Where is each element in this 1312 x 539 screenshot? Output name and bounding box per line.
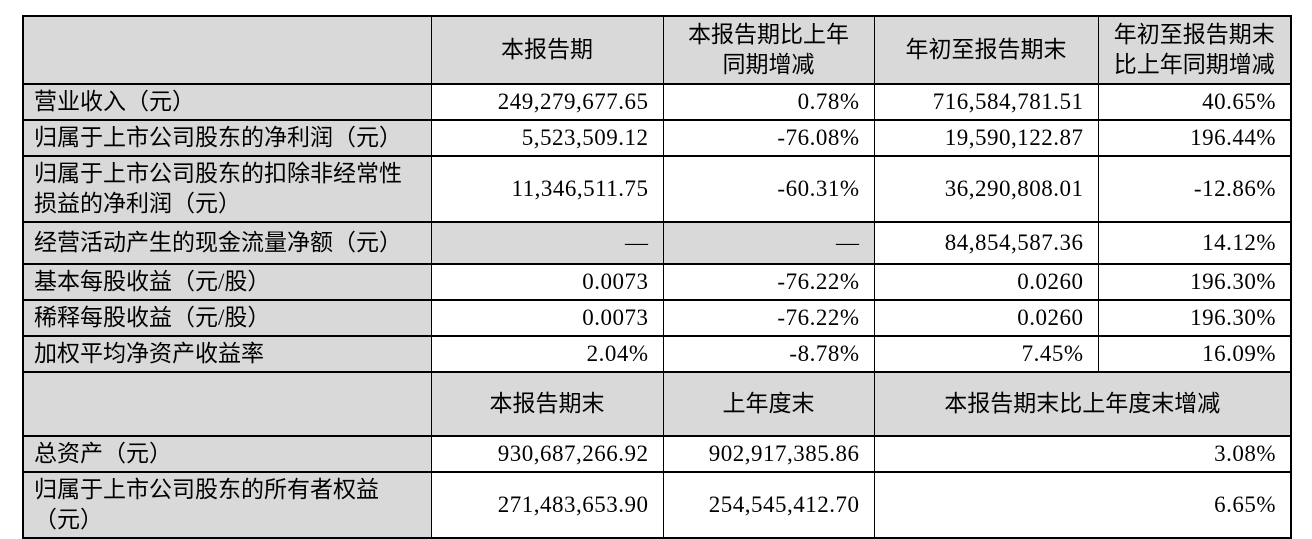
cell-current-yoy-dash: —: [662, 221, 875, 265]
row-diluted-eps: 稀释每股收益（元/股） 0.0073 -76.22% 0.0260 196.30…: [22, 299, 1292, 337]
cell-ytd-yoy: 16.09%: [1097, 335, 1292, 373]
cell-change: 6.65%: [873, 471, 1292, 539]
cell-current-period: 5,523,509.12: [430, 119, 664, 157]
cell-current-period-dash: —: [430, 221, 664, 265]
row-net-profit-excl-nonrecurring: 归属于上市公司股东的扣除非经常性损益的净利润（元） 11,346,511.75 …: [22, 155, 1292, 223]
header-prev-year-end: 上年度末: [662, 371, 875, 437]
cell-label: 加权平均净资产收益率: [22, 335, 432, 373]
cell-ytd: 19,590,122.87: [873, 119, 1099, 157]
row-net-profit-attributable: 归属于上市公司股东的净利润（元） 5,523,509.12 -76.08% 19…: [22, 119, 1292, 157]
header-ytd-yoy: 年初至报告期末 比上年同期增减: [1097, 15, 1292, 85]
cell-label: 营业收入（元）: [22, 83, 432, 121]
row-operating-cash-flow: 经营活动产生的现金流量净额（元） — — 84,854,587.36 14.12…: [22, 221, 1292, 265]
cell-label: 稀释每股收益（元/股）: [22, 299, 432, 337]
cell-ytd-yoy: 14.12%: [1097, 221, 1292, 265]
row-basic-eps: 基本每股收益（元/股） 0.0073 -76.22% 0.0260 196.30…: [22, 263, 1292, 301]
cell-current-yoy: -76.22%: [662, 299, 875, 337]
cell-label: 归属于上市公司股东的所有者权益（元）: [22, 471, 432, 539]
cell-current-yoy: -60.31%: [662, 155, 875, 223]
cell-prev-year-end: 254,545,412.70: [662, 471, 875, 539]
cell-ytd-yoy: 40.65%: [1097, 83, 1292, 121]
cell-label: 总资产（元）: [22, 435, 432, 473]
cell-period-end: 271,483,653.90: [430, 471, 664, 539]
cell-current-period: 11,346,511.75: [430, 155, 664, 223]
cell-ytd: 7.45%: [873, 335, 1099, 373]
cell-ytd-yoy: -12.86%: [1097, 155, 1292, 223]
cell-label: 归属于上市公司股东的扣除非经常性损益的净利润（元）: [22, 155, 432, 223]
header-ytd: 年初至报告期末: [873, 15, 1099, 85]
cell-ytd: 36,290,808.01: [873, 155, 1099, 223]
cell-ytd: 0.0260: [873, 299, 1099, 337]
row-weighted-avg-roe: 加权平均净资产收益率 2.04% -8.78% 7.45% 16.09%: [22, 335, 1292, 373]
cell-label: 归属于上市公司股东的净利润（元）: [22, 119, 432, 157]
header-period-end: 本报告期末: [430, 371, 664, 437]
cell-current-period: 249,279,677.65: [430, 83, 664, 121]
cell-change: 3.08%: [873, 435, 1292, 473]
cell-label: 经营活动产生的现金流量净额（元）: [22, 221, 432, 265]
cell-ytd: 716,584,781.51: [873, 83, 1099, 121]
cell-ytd-yoy: 196.30%: [1097, 263, 1292, 301]
cell-period-end: 930,687,266.92: [430, 435, 664, 473]
quarterly-financials-table: 本报告期 本报告期比上年 同期增减 年初至报告期末 年初至报告期末 比上年同期增…: [22, 15, 1292, 539]
row-operating-revenue: 营业收入（元） 249,279,677.65 0.78% 716,584,781…: [22, 83, 1292, 121]
cell-ytd: 84,854,587.36: [873, 221, 1099, 265]
cell-current-period: 2.04%: [430, 335, 664, 373]
cell-ytd-yoy: 196.30%: [1097, 299, 1292, 337]
row-owners-equity: 归属于上市公司股东的所有者权益（元） 271,483,653.90 254,54…: [22, 471, 1292, 539]
cell-current-yoy: -76.22%: [662, 263, 875, 301]
row-total-assets: 总资产（元） 930,687,266.92 902,917,385.86 3.0…: [22, 435, 1292, 473]
cell-prev-year-end: 902,917,385.86: [662, 435, 875, 473]
cell-current-yoy: 0.78%: [662, 83, 875, 121]
cell-current-period: 0.0073: [430, 263, 664, 301]
table-header-row-period: 本报告期 本报告期比上年 同期增减 年初至报告期末 年初至报告期末 比上年同期增…: [22, 15, 1292, 85]
cell-label: 基本每股收益（元/股）: [22, 263, 432, 301]
header-corner-cell: [22, 371, 432, 437]
table-header-row-yearend: 本报告期末 上年度末 本报告期末比上年度末增减: [22, 371, 1292, 437]
header-corner-cell: [22, 15, 432, 85]
cell-current-yoy: -8.78%: [662, 335, 875, 373]
header-period-end-change: 本报告期末比上年度末增减: [873, 371, 1292, 437]
cell-ytd: 0.0260: [873, 263, 1099, 301]
cell-current-yoy: -76.08%: [662, 119, 875, 157]
cell-current-period: 0.0073: [430, 299, 664, 337]
header-current-period-yoy: 本报告期比上年 同期增减: [662, 15, 875, 85]
header-current-period: 本报告期: [430, 15, 664, 85]
cell-ytd-yoy: 196.44%: [1097, 119, 1292, 157]
